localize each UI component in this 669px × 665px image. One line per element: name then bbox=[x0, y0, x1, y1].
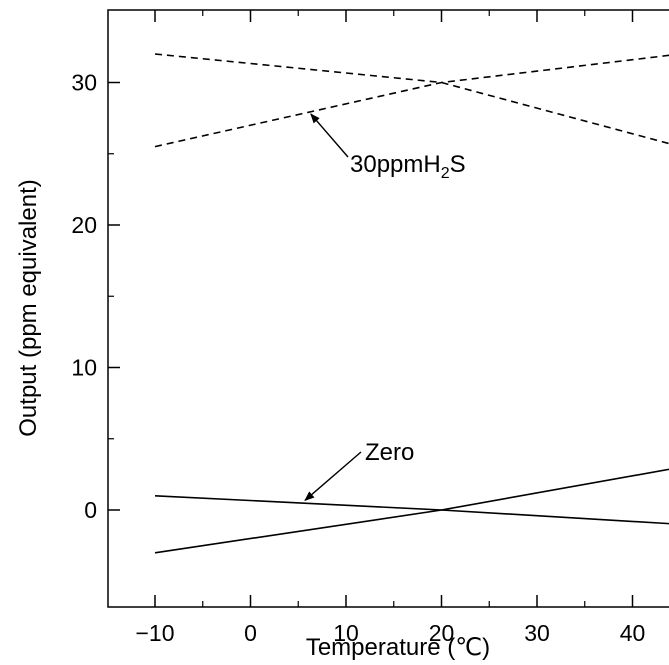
annotation-label-30ppm-h2s: 30ppmH2S bbox=[350, 151, 466, 182]
y-tick-label: 20 bbox=[71, 212, 97, 238]
y-tick-label: 0 bbox=[84, 497, 97, 523]
x-tick-label: −10 bbox=[135, 620, 174, 646]
annotation-label-zero: Zero bbox=[365, 439, 414, 466]
series-30ppm-h2s-line bbox=[154, 54, 669, 148]
series-layer bbox=[154, 53, 669, 554]
x-tick-label: 10 bbox=[333, 620, 359, 646]
annotation-layer: 30ppmH2S Zero bbox=[304, 113, 466, 501]
series-30ppm-h2s-line bbox=[154, 53, 669, 145]
x-axis-title: Temperature (℃) bbox=[306, 634, 490, 661]
x-tick-label: 40 bbox=[620, 620, 646, 646]
series-zero-line bbox=[154, 495, 669, 525]
y-axis-ticks: 0 10 20 30 bbox=[71, 70, 120, 523]
x-tick-label: 30 bbox=[524, 620, 550, 646]
x-tick-label: 20 bbox=[429, 620, 455, 646]
y-tick-label: 10 bbox=[71, 355, 97, 381]
x-axis-ticks: −10 0 10 20 30 40 bbox=[135, 10, 646, 646]
annotation-arrow-30ppm bbox=[310, 113, 349, 158]
series-zero-line bbox=[154, 468, 669, 554]
x-tick-label: 0 bbox=[244, 620, 257, 646]
plot-area-frame bbox=[107, 9, 669, 608]
y-tick-label: 30 bbox=[71, 70, 97, 96]
y-axis-title: Output (ppm equivalent) bbox=[15, 179, 42, 436]
annotation-arrow-zero bbox=[304, 451, 362, 501]
